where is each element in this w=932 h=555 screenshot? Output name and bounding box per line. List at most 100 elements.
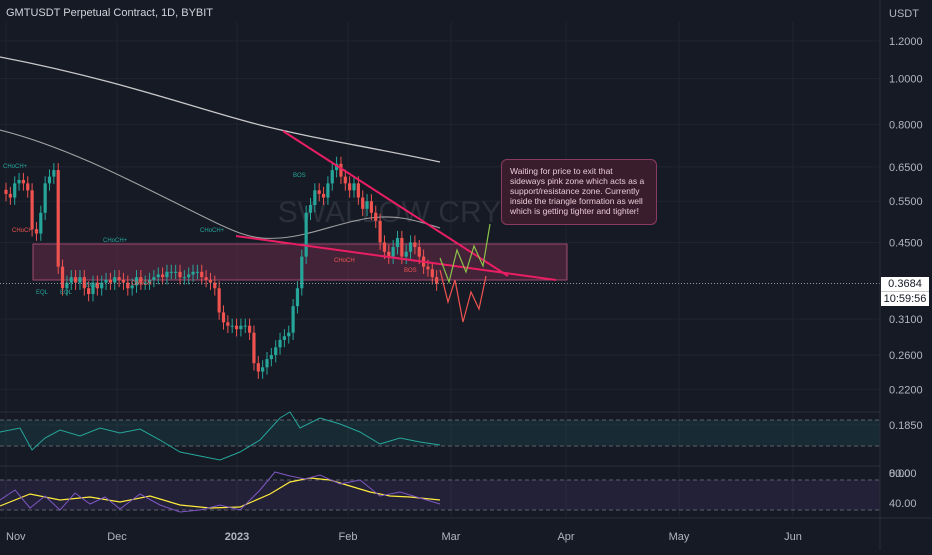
candle-body [395, 237, 400, 248]
triangle-lower-line [235, 235, 557, 281]
candle-body [74, 277, 78, 283]
stoch-k-line [0, 471, 441, 513]
candle-body [365, 201, 369, 209]
candle-body [95, 282, 99, 289]
candle-body [339, 163, 343, 177]
candle-body [378, 220, 382, 243]
candle-body [230, 325, 234, 327]
projection-bearish [439, 269, 487, 323]
candle-body [243, 325, 247, 327]
x-tick-label: Mar [442, 531, 461, 543]
candle-body [8, 193, 12, 198]
structure-label: CHoCH [131, 281, 152, 287]
triangle-upper-line [282, 130, 509, 277]
candle-body [304, 212, 308, 257]
annotation-callout[interactable]: Waiting for price to exit that sideways … [501, 159, 657, 225]
candle-body [69, 277, 73, 283]
last-price-tag: 0.3684 [881, 276, 929, 291]
candle-body [87, 288, 91, 295]
candle-body [348, 183, 352, 191]
candle-body [121, 279, 126, 283]
candle-body [287, 332, 291, 337]
candle-body [91, 282, 95, 295]
candle-body [413, 242, 417, 248]
candle-body [356, 183, 360, 198]
candle-body [404, 251, 408, 257]
candle-body [400, 237, 404, 257]
candle-body [252, 332, 256, 364]
candle-body [147, 279, 152, 283]
candle-body [352, 183, 356, 191]
y-tick-label: 0.3100 [889, 314, 923, 326]
candle-body [143, 282, 147, 284]
structure-label: EQL [36, 290, 49, 296]
candle-body [104, 279, 108, 283]
candle-body [169, 271, 173, 273]
candle-body [39, 212, 43, 234]
candle-body [34, 229, 39, 234]
candle-body [217, 288, 221, 313]
candle-body [130, 285, 134, 289]
candle-body [139, 277, 143, 283]
structure-label: EQL [60, 290, 73, 296]
structure-label: BOS [293, 173, 306, 179]
candle-body [134, 277, 139, 286]
candle-body [343, 176, 347, 184]
candle-body [65, 282, 69, 289]
currency-label: USDT [889, 8, 919, 20]
candle-body [261, 367, 265, 372]
y-tick-label: 0.8000 [889, 119, 923, 131]
candle-body [374, 212, 378, 221]
candle-body [300, 256, 304, 289]
candle-body [195, 271, 199, 273]
candle-body [30, 190, 34, 230]
candle-body [221, 312, 226, 323]
candle-body [182, 277, 186, 279]
candle-body [200, 271, 204, 278]
sr-zone [32, 243, 568, 281]
candle-body [408, 242, 413, 252]
candle-body [21, 179, 25, 184]
x-tick-label: Nov [6, 531, 26, 543]
structure-label: CHoCH [12, 228, 33, 234]
candle-body [4, 189, 8, 194]
candle-body [417, 247, 421, 257]
structure-label: CHoCH+ [103, 238, 128, 244]
y-tick-label: 0.6500 [889, 162, 923, 174]
symbol-title: GMTUSDT Perpetual Contract, 1D, BYBIT [6, 7, 214, 19]
candle-body [113, 277, 117, 283]
candle-body [265, 359, 269, 368]
candle-body [56, 170, 60, 267]
candle-body [282, 336, 286, 340]
y-tick-label: 0.4500 [889, 237, 923, 249]
candle-body [295, 288, 300, 307]
candle-body [17, 179, 21, 184]
candle-body [78, 277, 82, 283]
candle-body [361, 197, 365, 209]
candle-body [321, 193, 326, 198]
y-tick-label: 0.2600 [889, 350, 923, 362]
candle-body [187, 274, 191, 278]
candle-body [100, 282, 104, 289]
y-tick-label: 0.2200 [889, 384, 923, 396]
ma-long-line [0, 56, 441, 163]
y-tick-label: 1.2000 [889, 36, 923, 48]
candle-body [330, 170, 334, 184]
stoch-band [0, 480, 880, 510]
structure-label: CHoCH+ [200, 228, 225, 234]
stoch-d-line [0, 477, 441, 509]
structure-label: BOS [404, 268, 417, 274]
candle-body [369, 201, 373, 213]
countdown-tag: 10:59:56 [881, 290, 929, 306]
x-tick-label: 2023 [225, 531, 249, 543]
x-tick-label: Feb [339, 531, 358, 543]
candle-body [430, 269, 434, 278]
x-tick-label: May [669, 531, 690, 543]
candle-body [269, 355, 273, 360]
rsi-tick-label: 0.00 [889, 468, 910, 480]
candle-body [26, 183, 30, 191]
candle-body [335, 163, 339, 171]
candle-body [82, 277, 86, 289]
